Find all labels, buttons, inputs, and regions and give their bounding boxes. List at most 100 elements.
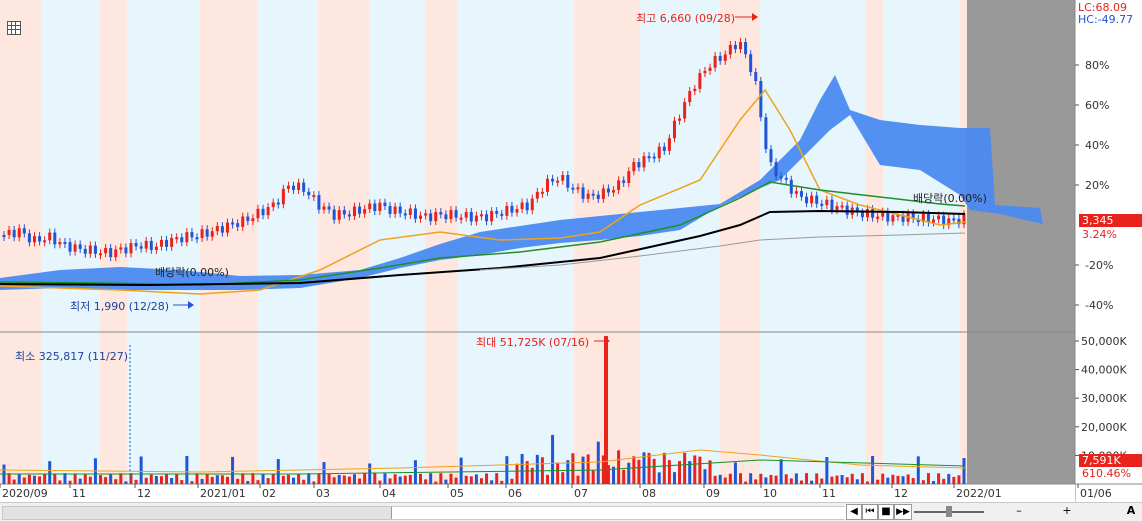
candle-body xyxy=(688,91,692,103)
candle-body xyxy=(835,206,839,211)
x-axis-label: 12 xyxy=(894,487,908,500)
candle-body xyxy=(83,248,87,254)
auto-scale-button[interactable]: A xyxy=(1126,504,1136,517)
dividend-left-annotation: 배당락(0.00%) xyxy=(155,266,229,279)
candle-body xyxy=(510,205,514,213)
volume-bar xyxy=(896,475,900,484)
candle-body xyxy=(678,118,682,121)
candle-body xyxy=(231,222,235,225)
candle-body xyxy=(886,211,890,222)
table-grid-icon[interactable] xyxy=(7,21,21,35)
scroll-thumb[interactable] xyxy=(391,507,852,519)
volume-bar xyxy=(551,434,555,484)
candle-body xyxy=(78,244,82,249)
stop-button[interactable]: ■ xyxy=(878,504,894,520)
volume-bar xyxy=(957,475,961,484)
volume-bar xyxy=(500,480,504,484)
volume-bar xyxy=(322,462,326,484)
candle-body xyxy=(63,241,67,244)
candle-body xyxy=(388,205,392,214)
volume-bar xyxy=(901,476,905,484)
candle-body xyxy=(444,214,448,220)
candle-body xyxy=(286,185,290,189)
candle-body xyxy=(53,232,57,245)
volume-bar xyxy=(774,475,778,484)
volume-bar xyxy=(429,473,433,484)
zoom-slider[interactable] xyxy=(914,506,984,517)
candle-body xyxy=(464,211,468,218)
fast-forward-button[interactable]: ▶▶ xyxy=(894,504,912,520)
candle-body xyxy=(617,180,621,191)
candle-body xyxy=(672,120,676,139)
x-axis-label: 07 xyxy=(574,487,588,500)
candle-body xyxy=(327,206,331,210)
candle-body xyxy=(256,208,260,219)
volume-bar xyxy=(261,473,265,484)
volume-bar xyxy=(332,477,336,484)
scroll-left-button[interactable]: ◀ xyxy=(846,504,862,520)
volume-bar xyxy=(73,473,77,484)
volume-bar xyxy=(368,463,372,484)
candle-body xyxy=(830,199,834,211)
candle-body xyxy=(805,196,809,204)
candle-body xyxy=(490,211,494,222)
scroll-track[interactable] xyxy=(2,506,852,520)
volume-bar xyxy=(297,473,301,484)
x-axis-label: 2022/01 xyxy=(956,487,1002,500)
candle-body xyxy=(276,202,280,205)
candle-body xyxy=(520,202,524,210)
volume-bar xyxy=(840,475,844,484)
candle-body xyxy=(429,213,433,222)
candle-body xyxy=(749,54,753,73)
volume-bar xyxy=(596,441,600,484)
candle-body xyxy=(109,248,113,258)
volume-bar xyxy=(220,475,224,484)
x-axis-label: 06 xyxy=(508,487,522,500)
candle-body xyxy=(784,177,788,180)
candle-body xyxy=(525,202,529,211)
first-button[interactable]: ⏮ xyxy=(862,504,878,520)
candle-body xyxy=(398,206,402,214)
zoom-out-button[interactable]: – xyxy=(1016,504,1022,517)
candle-body xyxy=(921,214,925,223)
candle-body xyxy=(469,211,473,222)
candle-body xyxy=(459,217,463,220)
volume-bar xyxy=(921,480,925,484)
candle-body xyxy=(368,203,372,210)
candle-body xyxy=(703,70,707,74)
volume-bar xyxy=(810,480,814,484)
zoom-slider-thumb[interactable] xyxy=(946,506,952,517)
candle-body xyxy=(657,146,661,159)
candle-body xyxy=(261,208,265,216)
candle-body xyxy=(932,219,936,223)
candle-body xyxy=(718,55,722,61)
candle-body xyxy=(901,214,905,222)
month-band xyxy=(370,0,425,484)
volume-bar xyxy=(860,473,864,484)
candle-body xyxy=(947,218,951,226)
candle-body xyxy=(683,102,687,119)
volume-bar xyxy=(520,454,524,484)
volume-bar xyxy=(556,462,560,484)
volume-bar xyxy=(744,481,748,484)
volume-bar xyxy=(165,474,169,484)
volume-tick-label: 30,000K xyxy=(1081,392,1127,405)
candle-body xyxy=(190,232,194,238)
zoom-in-button[interactable]: + xyxy=(1062,504,1072,517)
volume-bar xyxy=(231,456,235,484)
high-price-annotation: 최고 6,660 (09/28) xyxy=(636,12,736,25)
volume-bar xyxy=(302,479,306,484)
volume-bar xyxy=(708,460,712,484)
candle-body xyxy=(185,232,189,243)
candle-body xyxy=(58,241,62,245)
candle-body xyxy=(739,42,743,50)
candle-body xyxy=(596,194,600,199)
candle-body xyxy=(799,191,803,197)
low-arrow-head xyxy=(188,301,194,309)
candle-body xyxy=(134,243,138,247)
candle-body xyxy=(88,245,92,254)
min-volume-annotation: 최소 325,817 (11/27) xyxy=(15,350,129,363)
volume-bar xyxy=(952,476,956,484)
candle-body xyxy=(38,236,42,242)
